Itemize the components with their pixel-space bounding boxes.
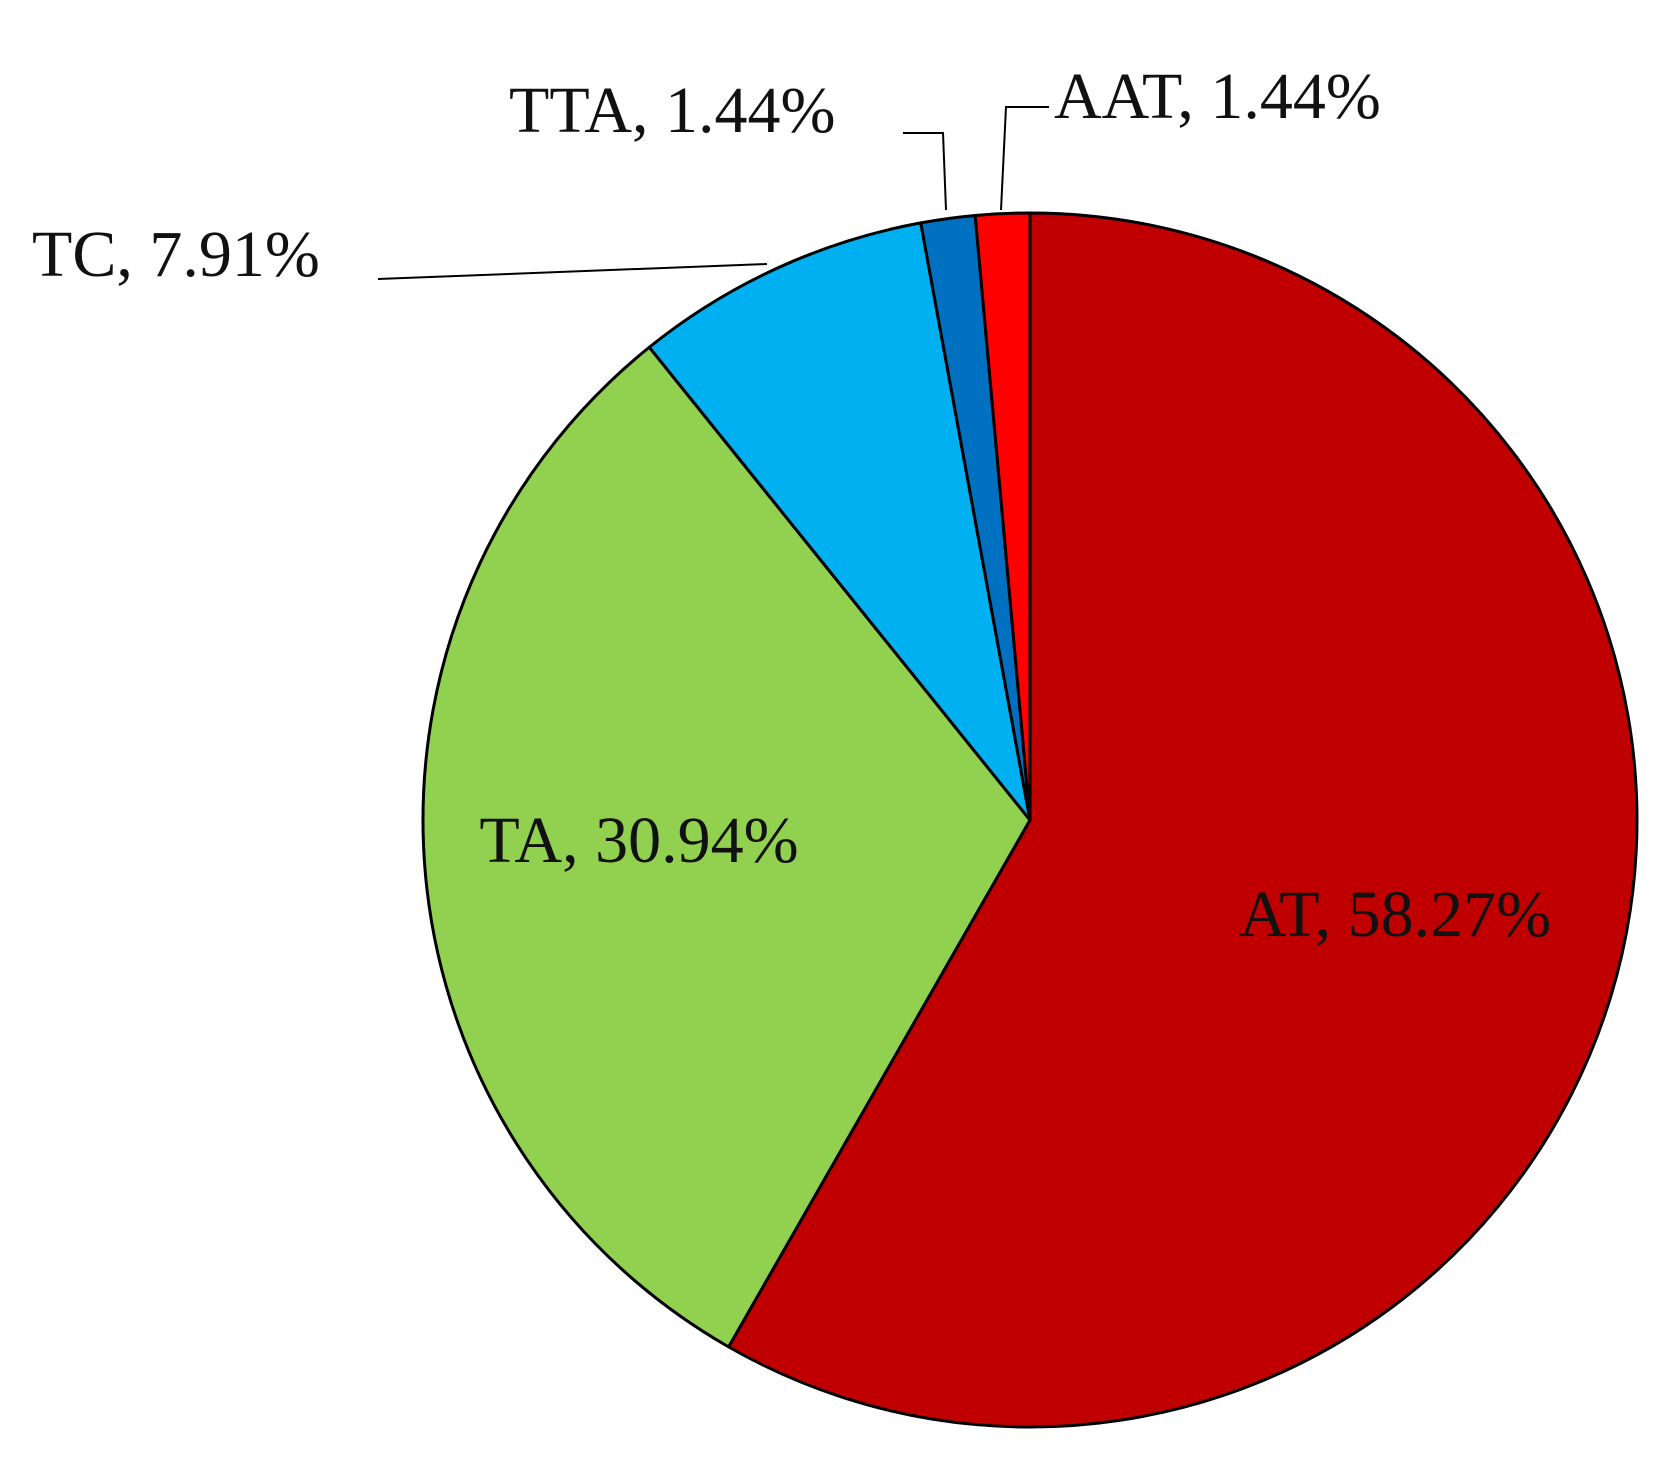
data-label: TC, 7.91%	[32, 218, 320, 291]
leader-line	[377, 263, 768, 280]
data-label: AAT, 1.44%	[1054, 60, 1381, 133]
leader-line	[1000, 106, 1049, 211]
leader-line	[903, 132, 947, 211]
pie-slice	[421, 345, 1032, 1349]
data-label: TA, 30.94%	[479, 804, 798, 877]
data-label: AT, 58.27%	[1239, 878, 1551, 951]
pie-slice	[727, 211, 1639, 1429]
pie-slice	[973, 211, 1032, 822]
data-label: TTA, 1.44%	[509, 74, 836, 147]
pie-slice	[647, 221, 1032, 822]
